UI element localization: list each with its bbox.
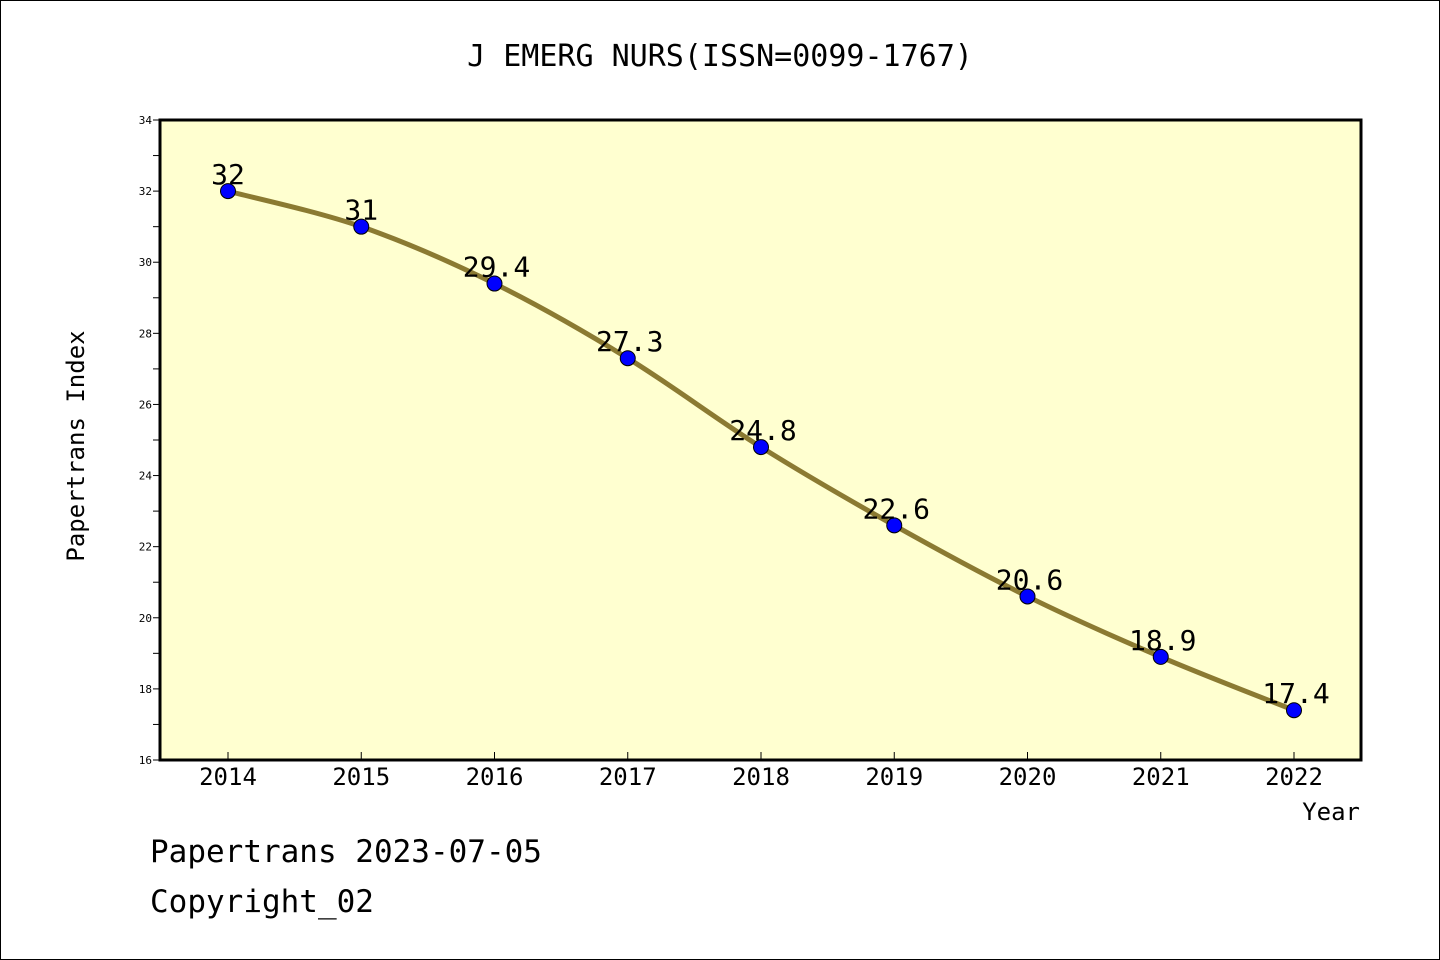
y-tick-label: 20 [139, 612, 152, 625]
y-tick-label: 28 [139, 327, 152, 340]
x-tick-label: 2014 [199, 763, 257, 791]
data-label: 27.3 [596, 325, 663, 358]
footer-copyright: Copyright_02 [150, 884, 374, 920]
data-point [486, 275, 503, 292]
x-tick-label: 2018 [732, 763, 790, 791]
data-point [220, 183, 236, 200]
x-tick-label: 2020 [999, 763, 1057, 791]
x-tick-label: 2021 [1132, 763, 1190, 791]
y-tick-label: 18 [139, 683, 152, 696]
y-tick-label: 34 [139, 114, 153, 127]
y-axis: 16 18 20 22 24 26 28 30 32 34 [139, 114, 160, 767]
data-label: 22.6 [863, 492, 930, 525]
chart-title: J EMERG NURS(ISSN=0099-1767) [467, 39, 973, 74]
data-point [886, 517, 903, 534]
data-point [753, 439, 769, 456]
y-tick-label: 30 [139, 256, 152, 269]
y-tick-label: 32 [139, 185, 152, 198]
data-label: 32 [211, 158, 245, 191]
data-point-group [220, 183, 1302, 719]
x-tick-label: 2017 [599, 763, 657, 791]
y-tick-label: 22 [139, 541, 152, 554]
y-tick-label: 26 [139, 398, 152, 411]
data-point [1286, 702, 1302, 719]
x-axis: 2014 2015 2016 2017 2018 2019 2020 2021 2022 [199, 752, 1323, 791]
y-tick-label: 16 [139, 754, 152, 767]
y-tick-label: 24 [139, 470, 153, 483]
data-point [619, 350, 636, 367]
data-point [353, 218, 370, 235]
footer-date: Papertrans 2023-07-05 [150, 834, 542, 870]
data-label: 29.4 [463, 251, 530, 284]
x-tick-label: 2016 [466, 763, 524, 791]
data-point [1152, 648, 1169, 665]
data-label: 31 [344, 194, 378, 227]
x-axis-label: Year [1302, 798, 1360, 826]
x-tick-label: 2019 [865, 763, 923, 791]
data-label: 17.4 [1262, 677, 1329, 710]
x-tick-label: 2022 [1265, 763, 1323, 791]
data-label: 24.8 [729, 414, 796, 447]
data-label: 18.9 [1129, 624, 1196, 657]
y-axis-label: Papertrans Index [62, 330, 90, 561]
data-label: 20.6 [996, 563, 1063, 596]
x-tick-label: 2015 [332, 763, 390, 791]
data-label-group: 32 31 29.4 27.3 24.8 22.6 20.6 18.9 17.4 [211, 158, 1330, 710]
data-point [1019, 588, 1036, 605]
